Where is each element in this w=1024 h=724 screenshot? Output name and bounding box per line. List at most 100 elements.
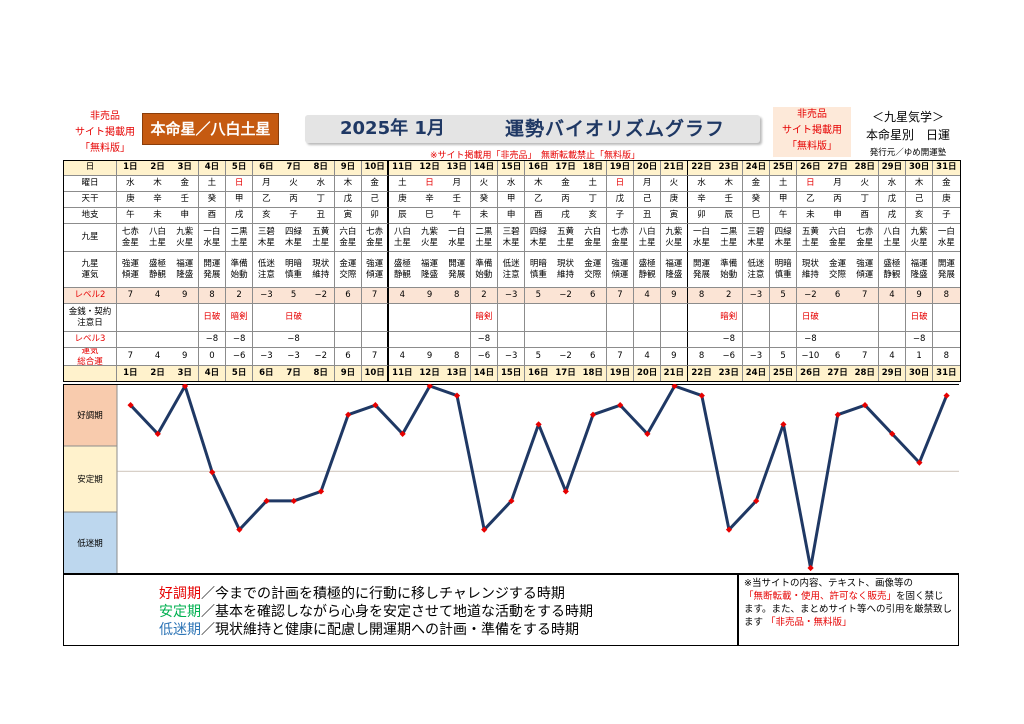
left-note-line: サイト掲載用 <box>75 127 135 138</box>
cell-kinsen-13 <box>443 304 472 332</box>
copyright-notice: ※サイト掲載用「非売品」 無断転載禁止「無料版」 <box>430 151 641 161</box>
cell-total-18: 6 <box>579 348 608 366</box>
right-note-line: サイト掲載用 <box>782 125 842 136</box>
cell-tenkan-21: 庚 <box>661 192 689 208</box>
cell-level3-25 <box>769 332 798 348</box>
cell-kyusei-7: 四緑 木星 <box>280 224 308 252</box>
cell-days-7: 7日 <box>280 160 308 176</box>
cell-level2-4: 8 <box>198 288 227 304</box>
right-note-line: 非売品 <box>797 109 827 120</box>
cell-tenkan-2: 辛 <box>144 192 172 208</box>
cell-total-5: −6 <box>225 348 254 366</box>
legend-stable-head: 安定期 <box>159 604 201 620</box>
cell-chishi-25: 午 <box>769 208 798 224</box>
cell-total-4: 0 <box>198 348 227 366</box>
cell-level3-29 <box>878 332 907 348</box>
cell-level2-18: 6 <box>579 288 608 304</box>
cell-level3-12 <box>416 332 444 348</box>
cell-level2-25: 5 <box>769 288 798 304</box>
cell-kinsen-23: 暗剣 <box>715 304 744 332</box>
cell-tenkan-19: 戊 <box>606 192 635 208</box>
cell-chishi-19: 子 <box>606 208 635 224</box>
cell-weekdays-14: 火 <box>470 176 499 192</box>
good-zone-band <box>63 384 118 447</box>
cell-tenkan-8: 丁 <box>307 192 336 208</box>
cell-tenkan-15: 甲 <box>497 192 526 208</box>
cell-unki-25: 明暗 慎重 <box>769 252 798 288</box>
cell-kyusei-18: 六白 金星 <box>579 224 608 252</box>
cell-level3-24 <box>742 332 771 348</box>
cell-kinsen-28 <box>851 304 880 332</box>
cell-kinsen-22 <box>688 304 716 332</box>
cell-chishi-30: 亥 <box>905 208 934 224</box>
cell-kinsen-30: 日破 <box>905 304 934 332</box>
cell-chishi-15: 申 <box>497 208 526 224</box>
cell-kyusei-25: 四緑 木星 <box>769 224 798 252</box>
cell-kyusei-21: 九紫 火星 <box>661 224 689 252</box>
cell-chishi-9: 寅 <box>334 208 363 224</box>
cell-unki-30: 福運 隆盛 <box>905 252 934 288</box>
usage-notice: ※当サイトの内容、テキスト、画像等の 「無断転載・使用、許可なく販売」を固く禁じ… <box>738 574 959 646</box>
legend-low: 低迷期／現状維持と健康に配慮し開運期への計画・準備をする時期 <box>159 619 579 639</box>
cell-kyusei-29: 八白 土星 <box>878 224 907 252</box>
cell-unki-27: 金運 交際 <box>824 252 852 288</box>
cell-level3-22 <box>688 332 716 348</box>
cell-total-12: 9 <box>416 348 444 366</box>
cell-level2-20: 4 <box>633 288 662 304</box>
cell-tenkan-18: 丁 <box>579 192 608 208</box>
cell-chishi-3: 申 <box>171 208 200 224</box>
legend-good: 好調期／今までの計画を積極的に行動に移しチャレンジする時期 <box>159 583 565 603</box>
cell-days-22: 22日 <box>688 160 716 176</box>
cell-level3-19 <box>606 332 635 348</box>
cell-tenkan-17: 丙 <box>552 192 580 208</box>
cell-level3-2 <box>144 332 172 348</box>
cell-chishi-29: 戌 <box>878 208 907 224</box>
cell-unki-2: 盛極 静観 <box>144 252 172 288</box>
cell-level2-22: 8 <box>688 288 716 304</box>
cell-days-30: 30日 <box>905 160 934 176</box>
cell-level3-8 <box>307 332 336 348</box>
cell-tenkan-24: 癸 <box>742 192 771 208</box>
good-zone-label: 好調期 <box>77 410 103 421</box>
cell-level2-7: 5 <box>280 288 308 304</box>
cell-weekdays-29: 水 <box>878 176 907 192</box>
cell-total-29: 4 <box>878 348 907 366</box>
cell-kinsen-14: 暗剣 <box>470 304 499 332</box>
row-label-total: 運気 総合運 <box>63 348 117 366</box>
cell-tenkan-3: 壬 <box>171 192 200 208</box>
cell-level2-17: −2 <box>552 288 580 304</box>
cell-chishi-28: 酉 <box>851 208 880 224</box>
cell-weekdays-24: 金 <box>742 176 771 192</box>
cell-kyusei-27: 六白 金星 <box>824 224 852 252</box>
table-frame <box>63 160 962 382</box>
cell-kinsen-24 <box>742 304 771 332</box>
cell-weekdays-21: 火 <box>661 176 689 192</box>
cell-unki-19: 強運 傾運 <box>606 252 635 288</box>
cell-kinsen-31 <box>933 304 961 332</box>
cell-days-29: 29日 <box>878 160 907 176</box>
cell-total-7: −3 <box>280 348 308 366</box>
cell-days-19: 19日 <box>606 160 635 176</box>
cell-unki-28: 強運 傾運 <box>851 252 880 288</box>
left-note-line: 非売品 <box>90 111 120 122</box>
cell-weekdays-22: 水 <box>688 176 716 192</box>
cell-level2-9: 6 <box>334 288 363 304</box>
cell-level3-10 <box>361 332 390 348</box>
legend-low-head: 低迷期 <box>159 622 201 638</box>
cell-weekdays-19: 日 <box>606 176 635 192</box>
data-point-31日 <box>943 392 950 399</box>
cell-total-9: 6 <box>334 348 363 366</box>
cell-days-2: 2日 <box>144 160 172 176</box>
cell-level2-15: −3 <box>497 288 526 304</box>
cell-chishi-24: 巳 <box>742 208 771 224</box>
cell-kinsen-10 <box>361 304 390 332</box>
cell-level2-23: 2 <box>715 288 744 304</box>
cell-days-5: 5日 <box>225 160 254 176</box>
cell-total-14: −6 <box>470 348 499 366</box>
cell-level3-23: −8 <box>715 332 744 348</box>
cell-unki-11: 盛極 静観 <box>389 252 417 288</box>
kyusei-kigaku-label: ＜九星気学＞ <box>871 110 944 124</box>
cell-tenkan-20: 己 <box>633 192 662 208</box>
cell-kinsen-2 <box>144 304 172 332</box>
cell-kinsen-26: 日破 <box>797 304 825 332</box>
